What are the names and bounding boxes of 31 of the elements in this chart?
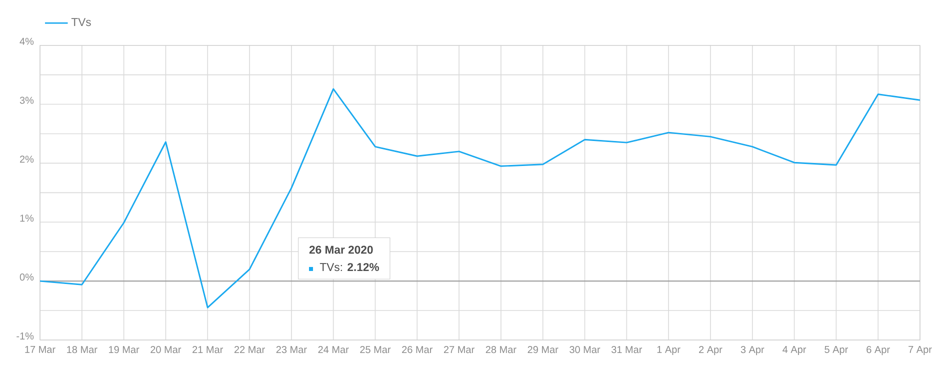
- y-tick-label: 1%: [20, 214, 34, 222]
- x-tick-label: 23 Mar: [276, 346, 307, 354]
- x-tick-label: 2 Apr: [699, 346, 722, 356]
- x-tick-label: 24 Mar: [318, 346, 349, 354]
- y-tick-label: 2%: [20, 156, 34, 163]
- x-tick-label: 19 Mar: [109, 346, 140, 354]
- annotation: TVs: 2.12%: [320, 263, 380, 272]
- x-tick-label: 22 Mar: [234, 346, 265, 354]
- x-tick-label: 27 Mar: [444, 346, 474, 354]
- x-tick-label: 1 Apr: [657, 346, 680, 355]
- x-tick-label: 5 Apr: [824, 346, 848, 355]
- x-tick-label: 25 Mar: [360, 346, 391, 354]
- x-tick-label: 30 Mar: [570, 346, 600, 354]
- x-tick-label: 6 Apr: [866, 346, 890, 356]
- annotation: 26 Mar 2020: [309, 246, 373, 254]
- x-tick-label: 4 Apr: [782, 346, 806, 355]
- x-tick-label: 20 Mar: [150, 346, 182, 354]
- x-tick-label: 26 Mar: [402, 346, 433, 354]
- legend-label: TVs: [71, 18, 91, 26]
- x-tick-label: 17 Mar: [25, 346, 56, 354]
- x-tick-label: 28 Mar: [486, 346, 516, 354]
- y-tick-label: 4%: [20, 38, 34, 45]
- x-tick-label: 18 Mar: [67, 346, 98, 354]
- x-tick-label: 7 Apr: [908, 346, 932, 355]
- x-tick-label: 3 Apr: [740, 346, 764, 356]
- y-tick-label: -1%: [16, 332, 34, 340]
- x-tick-label: 31 Mar: [611, 346, 642, 354]
- y-tick-label: 0%: [20, 274, 34, 281]
- x-tick-label: 29 Mar: [528, 346, 558, 354]
- y-tick-label: 3%: [20, 96, 34, 104]
- x-tick-label: 21 Mar: [192, 346, 223, 354]
